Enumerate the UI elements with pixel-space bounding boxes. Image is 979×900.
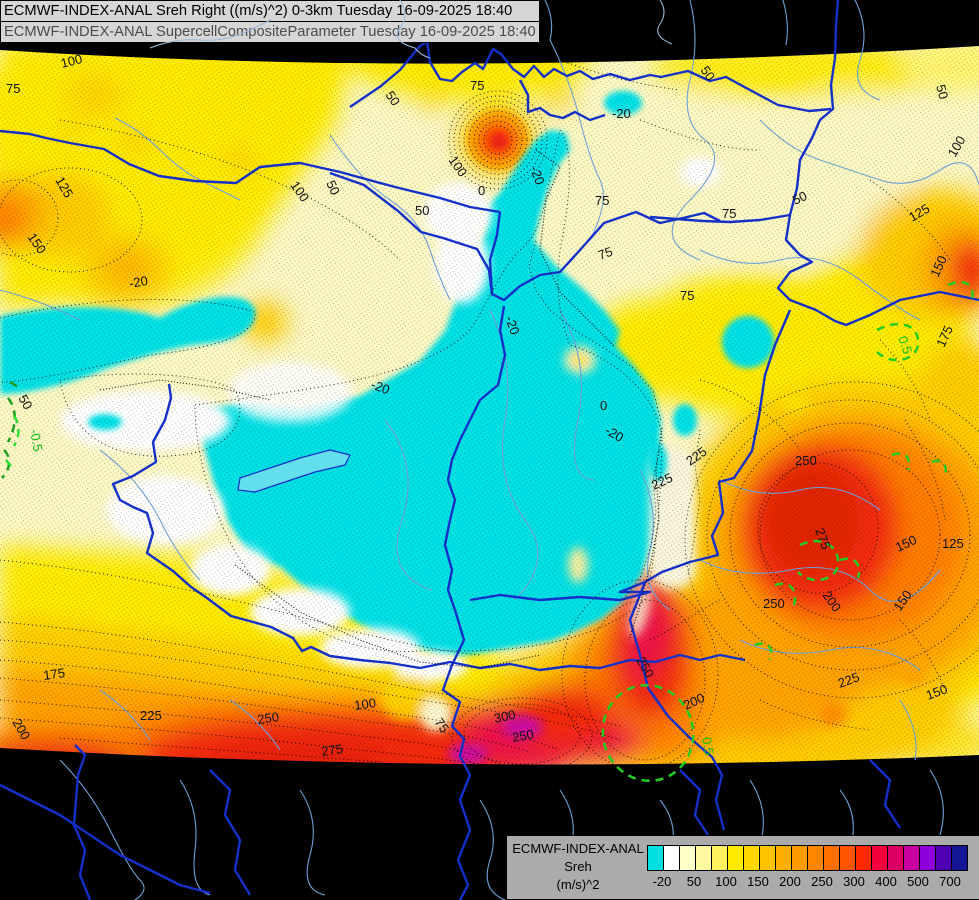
svg-text:50: 50: [415, 203, 429, 218]
svg-text:50: 50: [323, 178, 343, 197]
svg-text:75: 75: [596, 244, 615, 263]
svg-text:250: 250: [795, 453, 817, 468]
svg-text:0: 0: [478, 183, 485, 198]
svg-text:50: 50: [15, 392, 35, 412]
svg-text:-0.5: -0.5: [27, 428, 46, 453]
svg-text:275: 275: [320, 741, 344, 759]
svg-text:-20: -20: [502, 314, 523, 337]
svg-text:0.5: 0.5: [699, 736, 717, 756]
svg-text:0: 0: [600, 398, 607, 413]
svg-text:300: 300: [493, 707, 517, 726]
svg-text:100: 100: [59, 51, 84, 71]
svg-text:-20: -20: [128, 273, 149, 291]
svg-text:250: 250: [256, 709, 280, 727]
svg-text:50: 50: [933, 83, 951, 101]
svg-text:0.5: 0.5: [895, 334, 915, 356]
svg-text:50: 50: [698, 63, 719, 83]
svg-text:75: 75: [470, 78, 484, 93]
svg-text:50: 50: [383, 88, 404, 108]
svg-text:175: 175: [42, 665, 66, 683]
svg-text:150: 150: [924, 681, 950, 703]
svg-text:75: 75: [595, 193, 609, 208]
svg-text:250: 250: [511, 726, 535, 745]
svg-text:225: 225: [140, 708, 162, 723]
svg-text:250: 250: [763, 596, 785, 611]
svg-text:-20: -20: [527, 164, 548, 187]
svg-text:75: 75: [722, 206, 736, 221]
svg-text:-20: -20: [612, 106, 631, 121]
svg-text:75: 75: [680, 288, 694, 303]
svg-text:225: 225: [836, 669, 862, 691]
svg-text:100: 100: [353, 695, 377, 713]
svg-text:-20: -20: [369, 377, 392, 398]
svg-text:75: 75: [6, 81, 20, 96]
svg-text:125: 125: [942, 536, 964, 551]
svg-text:275: 275: [812, 526, 834, 552]
svg-text:75: 75: [432, 715, 453, 735]
svg-text:50: 50: [790, 188, 809, 208]
